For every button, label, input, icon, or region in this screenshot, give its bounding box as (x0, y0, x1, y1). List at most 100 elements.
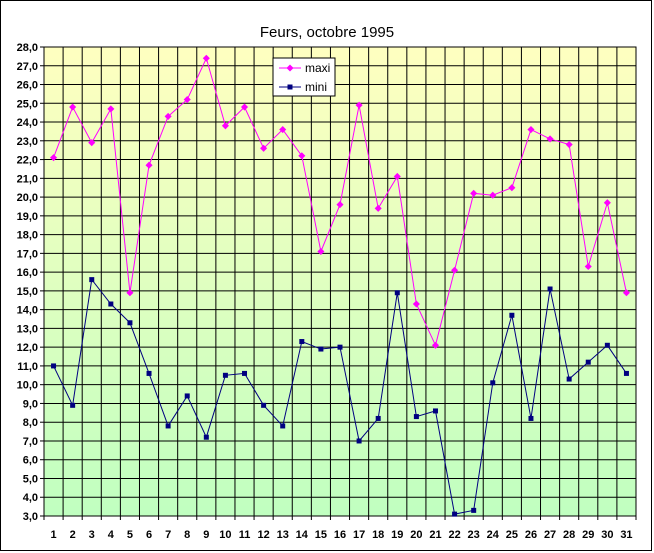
series-group (50, 54, 630, 517)
y-tick-label: 4,0 (23, 492, 38, 504)
point-mini (413, 414, 419, 420)
point-maxi (164, 112, 172, 120)
y-tick-label: 24,0 (17, 117, 38, 129)
x-tick-label: 4 (108, 529, 115, 541)
point-maxi (584, 262, 592, 271)
legend-label-mini: mini (305, 80, 327, 94)
y-tick-label: 13,0 (17, 323, 38, 335)
point-mini (452, 511, 458, 517)
point-maxi (145, 161, 153, 169)
x-tick-label: 22 (448, 529, 460, 541)
x-tick-label: 24 (487, 529, 500, 541)
x-tick-label: 6 (146, 529, 152, 541)
x-tick-label: 2 (70, 529, 76, 541)
point-maxi (412, 300, 420, 308)
y-tick-label: 11,0 (17, 361, 38, 373)
y-tick-label: 10,0 (17, 380, 38, 392)
point-maxi (470, 189, 478, 197)
point-mini (146, 370, 152, 376)
x-tick-label: 9 (203, 529, 209, 541)
x-tick-label: 30 (601, 529, 613, 541)
x-tick-label: 11 (239, 529, 251, 541)
point-mini (51, 363, 57, 369)
x-tick-label: 25 (506, 529, 518, 541)
point-maxi (451, 266, 459, 274)
legend: maxi mini (272, 57, 336, 97)
x-tick-label: 12 (257, 529, 269, 541)
point-mini (471, 507, 477, 513)
x-tick-label: 27 (544, 529, 556, 541)
y-tick-label: 7,0 (23, 436, 38, 448)
y-tick-label: 6,0 (23, 455, 38, 467)
y-tick-label: 17,0 (17, 248, 38, 260)
y-tick-label: 26,0 (17, 80, 38, 92)
point-mini (356, 438, 362, 444)
x-tick-label: 26 (525, 529, 537, 541)
y-tick-label: 16,0 (17, 267, 38, 279)
point-mini (222, 372, 228, 378)
y-tick-label: 21,0 (17, 173, 38, 185)
y-tick-label: 5,0 (23, 473, 38, 485)
y-axis-ticks: 3,0 4,0 5,0 6,0 7,0 8,0 9,0 10,0 11,0 12,0 13,0 14,… (17, 42, 44, 523)
x-tick-label: 19 (391, 529, 403, 541)
point-mini (547, 286, 553, 292)
point-maxi (298, 152, 306, 160)
point-mini (127, 320, 133, 326)
x-tick-label: 21 (429, 529, 441, 541)
y-tick-label: 8,0 (23, 417, 38, 429)
y-tick-label: 22,0 (17, 155, 38, 167)
point-maxi (202, 54, 210, 62)
point-maxi (183, 95, 191, 104)
x-tick-label: 29 (582, 529, 594, 541)
point-mini (318, 346, 324, 352)
y-tick-label: 19,0 (17, 211, 38, 223)
point-mini (70, 402, 76, 408)
y-tick-label: 14,0 (17, 305, 38, 317)
y-tick-label: 12,0 (17, 342, 38, 354)
point-maxi (240, 103, 249, 111)
point-mini (203, 434, 209, 440)
legend-label-maxi: maxi (305, 61, 330, 75)
x-tick-label: 17 (353, 529, 365, 541)
x-tick-label: 23 (468, 529, 480, 541)
legend-box (272, 57, 336, 97)
x-tick-label: 3 (89, 529, 95, 541)
chart-title: Feurs, octobre 1995 (260, 24, 394, 41)
legend-marker-maxi (286, 64, 294, 72)
point-maxi (336, 201, 344, 209)
point-maxi (279, 126, 287, 134)
legend-marker-mini (287, 84, 293, 90)
y-tick-label: 27,0 (17, 61, 38, 73)
point-mini (299, 339, 305, 345)
point-maxi (126, 289, 134, 297)
x-tick-label: 15 (315, 529, 327, 541)
x-tick-label: 14 (296, 529, 309, 541)
x-tick-label: 7 (165, 529, 171, 541)
y-tick-label: 23,0 (17, 136, 38, 148)
x-tick-label: 20 (410, 529, 422, 541)
point-maxi (622, 289, 630, 297)
x-tick-label: 28 (563, 529, 575, 541)
point-mini (184, 393, 190, 399)
point-maxi (374, 204, 382, 212)
point-mini (108, 301, 114, 307)
grid (44, 47, 636, 516)
x-tick-label: 1 (50, 529, 56, 541)
point-maxi (221, 122, 229, 130)
point-mini (89, 277, 95, 283)
y-tick-label: 15,0 (17, 286, 38, 298)
x-tick-label: 10 (219, 529, 231, 541)
x-tick-label: 18 (372, 529, 384, 541)
point-mini (261, 402, 267, 408)
point-maxi (260, 144, 268, 152)
x-tick-label: 13 (277, 529, 289, 541)
point-maxi (393, 172, 401, 180)
point-maxi (527, 126, 535, 134)
x-tick-label: 31 (620, 529, 632, 541)
point-maxi (546, 135, 554, 143)
point-mini (509, 312, 515, 318)
y-tick-label: 20,0 (17, 192, 38, 204)
point-maxi (88, 139, 96, 147)
x-tick-label: 16 (334, 529, 346, 541)
point-maxi (508, 184, 516, 192)
